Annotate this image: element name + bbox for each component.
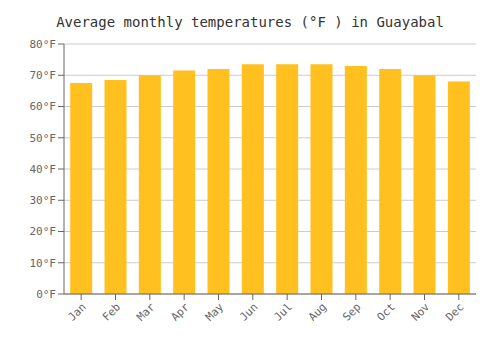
svg-text:Sep: Sep	[340, 300, 363, 323]
svg-text:40°F: 40°F	[30, 163, 57, 176]
svg-text:50°F: 50°F	[30, 132, 57, 145]
svg-text:Jul: Jul	[272, 300, 295, 323]
svg-text:60°F: 60°F	[30, 100, 57, 113]
svg-text:Mar: Mar	[134, 300, 158, 324]
svg-text:0°F: 0°F	[36, 288, 56, 301]
svg-text:70°F: 70°F	[30, 69, 57, 82]
svg-text:80°F: 80°F	[30, 38, 57, 51]
svg-text:Oct: Oct	[375, 300, 398, 323]
svg-text:Nov: Nov	[409, 300, 433, 324]
svg-text:Jun: Jun	[237, 300, 260, 323]
svg-text:Aug: Aug	[306, 300, 329, 323]
svg-text:Dec: Dec	[443, 300, 466, 323]
svg-text:Jan: Jan	[66, 300, 89, 323]
svg-text:May: May	[203, 300, 227, 324]
svg-text:20°F: 20°F	[30, 225, 57, 238]
html-text:Average monthly temperatures (: Average monthly temperatures (°F ) in Gu…	[56, 14, 444, 30]
svg-text:30°F: 30°F	[30, 194, 57, 207]
svg-text:Apr: Apr	[169, 300, 193, 324]
svg-text:Feb: Feb	[100, 300, 123, 323]
svg-text:10°F: 10°F	[30, 257, 57, 270]
